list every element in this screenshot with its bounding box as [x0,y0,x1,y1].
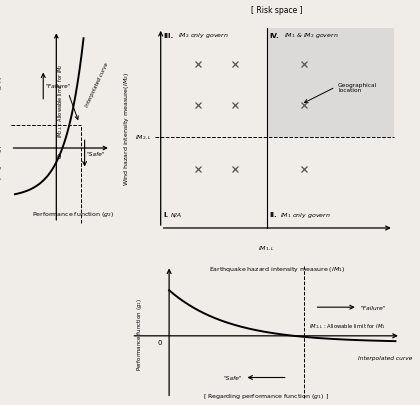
Text: N/A: N/A [171,212,182,217]
Text: Interpolated curve: Interpolated curve [84,62,109,108]
Text: [ Risk space ]: [ Risk space ] [252,6,303,15]
Text: $IM_{2,L}$: $IM_{2,L}$ [135,134,151,142]
Text: Performance function ($g_1$): Performance function ($g_1$) [135,297,144,370]
Text: $IM_1$ only govern: $IM_1$ only govern [280,210,331,219]
Text: $IM_{1,L}$ : Allowable limit for $IM_1$: $IM_{1,L}$ : Allowable limit for $IM_1$ [309,322,386,330]
Text: 0: 0 [157,339,162,345]
Text: $IM_{2,L}$ : Allowable limit  for $IM_2$: $IM_{2,L}$ : Allowable limit for $IM_2$ [57,63,65,138]
Text: Wind hazard intensity measure($IM_2$): Wind hazard intensity measure($IM_2$) [122,72,131,185]
Text: $IM_{1,L}$: $IM_{1,L}$ [258,244,275,252]
Text: "Safe": "Safe" [223,375,242,380]
Text: $IM_2$ only govern: $IM_2$ only govern [178,31,228,40]
Text: "Failure": "Failure" [360,305,386,310]
Text: Earthquake hazard intensity measure ($IM_1$): Earthquake hazard intensity measure ($IM… [209,265,345,274]
Text: $IM_1$ & $IM_2$ govern: $IM_1$ & $IM_2$ govern [284,31,338,40]
Text: "Failure": "Failure" [45,84,71,89]
Text: [ Regarding performance function ($g_1$) ]: [ Regarding performance function ($g_1$)… [203,391,329,400]
Text: Performance function ($g_2$): Performance function ($g_2$) [32,210,115,219]
Text: [ Regarding performance function($g_2$) ]: [ Regarding performance function($g_2$) … [0,75,4,179]
Text: "Safe": "Safe" [87,151,105,156]
Text: Interpolated curve: Interpolated curve [358,356,412,360]
Text: IV.: IV. [269,33,279,38]
Text: I.: I. [163,212,168,218]
Text: II.: II. [269,212,277,218]
Text: III.: III. [163,33,173,38]
Text: 0: 0 [57,153,61,160]
Text: Geographical
location: Geographical location [338,82,377,93]
Bar [267,29,394,138]
